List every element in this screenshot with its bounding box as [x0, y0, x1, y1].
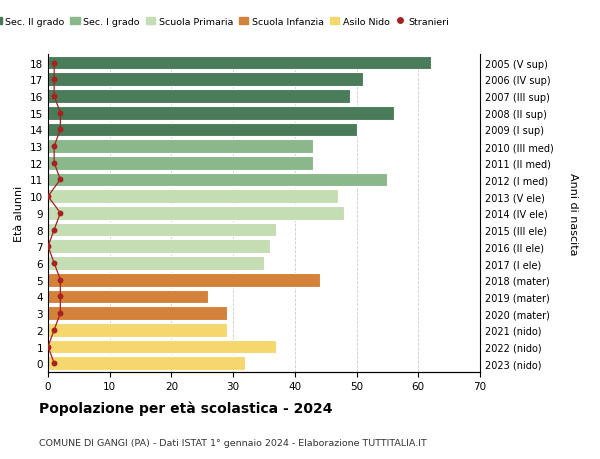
Point [56, 310, 65, 317]
Bar [48, 123, 356, 137]
Bar [48, 340, 277, 353]
Point [56, 176, 65, 184]
Point [49, 260, 59, 267]
Y-axis label: Età alunni: Età alunni [14, 185, 25, 241]
Bar [48, 90, 350, 104]
Bar [48, 56, 431, 70]
Bar [48, 173, 388, 187]
Point [49, 326, 59, 334]
Point [49, 226, 59, 234]
Bar [48, 106, 394, 120]
Text: Popolazione per età scolastica - 2024: Popolazione per età scolastica - 2024 [39, 401, 332, 415]
Point [56, 293, 65, 301]
Bar [48, 223, 277, 237]
Point [49, 360, 59, 367]
Point [49, 60, 59, 67]
Bar [48, 290, 208, 303]
Bar [48, 190, 338, 204]
Bar [48, 273, 320, 287]
Point [43, 243, 53, 251]
Bar [48, 357, 245, 370]
Point [49, 143, 59, 151]
Point [56, 126, 65, 134]
Point [56, 110, 65, 117]
Bar [48, 157, 313, 170]
Bar [48, 240, 270, 254]
Point [56, 276, 65, 284]
Point [49, 76, 59, 84]
Legend: Sec. II grado, Sec. I grado, Scuola Primaria, Scuola Infanzia, Asilo Nido, Stran: Sec. II grado, Sec. I grado, Scuola Prim… [0, 14, 453, 30]
Bar [48, 207, 344, 220]
Point [43, 343, 53, 351]
Bar [48, 323, 227, 337]
Point [49, 93, 59, 101]
Point [43, 193, 53, 201]
Bar [48, 140, 313, 154]
Point [56, 210, 65, 217]
Bar [48, 307, 227, 320]
Bar [48, 257, 264, 270]
Point [49, 160, 59, 167]
Bar [48, 73, 363, 87]
Text: COMUNE DI GANGI (PA) - Dati ISTAT 1° gennaio 2024 - Elaborazione TUTTITALIA.IT: COMUNE DI GANGI (PA) - Dati ISTAT 1° gen… [39, 438, 427, 448]
Y-axis label: Anni di nascita: Anni di nascita [568, 172, 577, 255]
